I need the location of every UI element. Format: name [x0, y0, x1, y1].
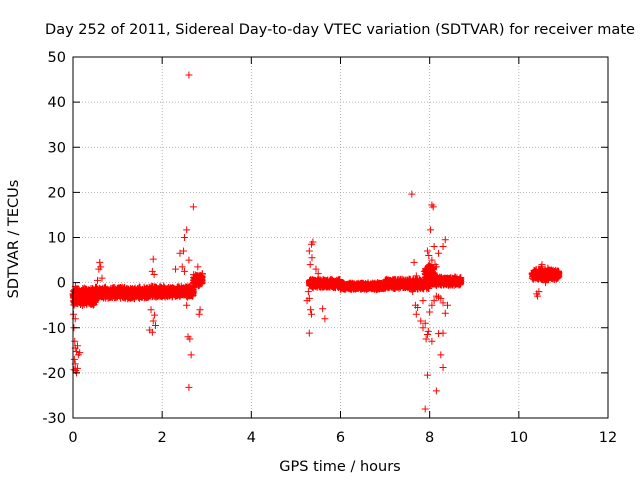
data-point	[88, 299, 96, 307]
data-point	[70, 301, 78, 309]
data-point	[85, 299, 93, 307]
data-point-outlier	[180, 234, 188, 241]
data-point-outlier	[185, 256, 193, 264]
grid-lines	[73, 57, 608, 418]
data-point	[73, 286, 81, 294]
data-point-outlier	[185, 71, 193, 79]
data-point	[114, 291, 122, 299]
data-point	[129, 286, 137, 294]
data-point	[126, 289, 134, 297]
data-points	[69, 71, 563, 413]
data-point	[85, 293, 93, 301]
data-point	[119, 285, 127, 293]
data-point-outlier	[183, 301, 191, 309]
data-point	[83, 288, 91, 296]
x-axis-label: GPS time / hours	[279, 459, 400, 475]
data-point	[138, 287, 146, 295]
data-point	[82, 298, 90, 306]
y-axis-label: SDTVAR / TECUs	[6, 180, 22, 299]
data-point	[76, 294, 84, 302]
data-point	[91, 283, 99, 291]
data-point	[102, 286, 110, 294]
chart-title: Day 252 of 2011, Sidereal Day-to-day VTE…	[45, 22, 635, 38]
data-point-outlier	[189, 203, 197, 211]
data-point	[129, 293, 137, 301]
data-point	[80, 284, 88, 292]
data-point	[85, 293, 93, 301]
data-point	[94, 290, 102, 298]
data-point-outlier	[172, 265, 180, 273]
data-point	[107, 284, 115, 292]
data-point-outlier	[183, 226, 191, 234]
data-point	[93, 291, 101, 299]
data-point	[106, 288, 114, 296]
data-point	[136, 292, 144, 300]
